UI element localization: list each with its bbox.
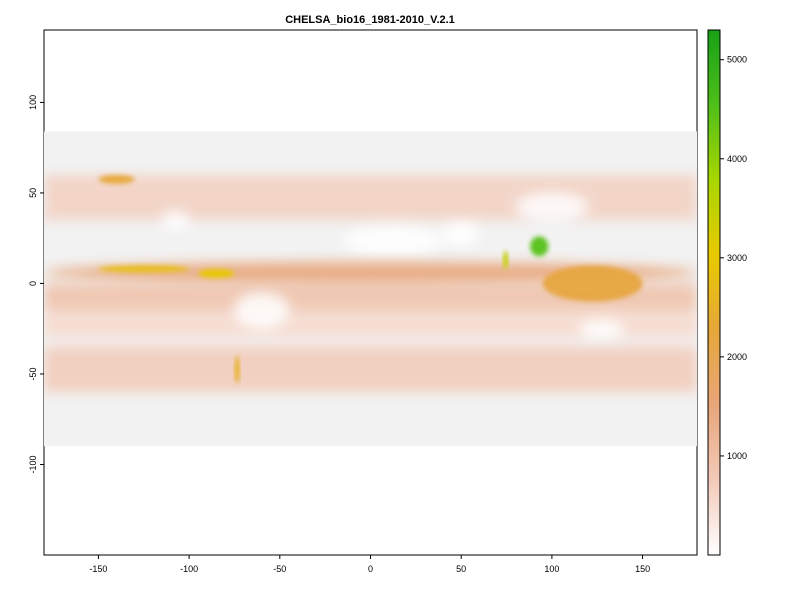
x-tick-label: 0 xyxy=(368,564,373,574)
x-tick-label: 50 xyxy=(456,564,466,574)
y-tick-label: -50 xyxy=(28,367,38,380)
east-pacific-itcz-max xyxy=(98,265,190,273)
itcz-band xyxy=(44,261,697,284)
x-tick-label: -150 xyxy=(89,564,107,574)
y-tick-label: 0 xyxy=(28,281,38,286)
dry-region xyxy=(234,292,289,329)
southern-chile xyxy=(234,355,240,384)
y-tick-label: 100 xyxy=(28,95,38,110)
colorbar-legend: 1000 2000 3000 4000 5000 xyxy=(707,29,747,556)
legend-tick-label: 1000 xyxy=(727,451,747,461)
dry-region xyxy=(161,211,190,230)
x-tick-label: -50 xyxy=(273,564,286,574)
dry-region xyxy=(343,225,444,257)
y-axis: -100 -50 0 50 100 xyxy=(28,95,44,473)
x-tick-label: 100 xyxy=(544,564,559,574)
western-ghats xyxy=(502,250,509,269)
colorbar xyxy=(707,29,721,556)
legend-tick-label: 5000 xyxy=(727,55,747,65)
panama-colombia-max xyxy=(198,268,235,279)
x-tick-label: 150 xyxy=(635,564,650,574)
dry-region xyxy=(515,192,589,221)
legend-tick-label: 2000 xyxy=(727,352,747,362)
raster-layer xyxy=(44,131,697,447)
x-tick-label: -100 xyxy=(180,564,198,574)
x-axis: -150 -100 -50 0 50 100 150 xyxy=(89,555,650,574)
legend-tick-label: 4000 xyxy=(727,154,747,164)
maritime-continent xyxy=(542,265,643,302)
bay-of-bengal-myanmar xyxy=(530,236,549,257)
legend-tick-label: 3000 xyxy=(727,253,747,263)
precip-zone xyxy=(44,346,697,393)
y-tick-label: -100 xyxy=(28,455,38,473)
dry-region xyxy=(443,220,480,248)
precip-zone xyxy=(44,174,697,221)
alaska-coast xyxy=(98,174,135,184)
y-tick-label: 50 xyxy=(28,188,38,198)
dry-region xyxy=(579,319,625,338)
plot-title: CHELSA_bio16_1981-2010_V.2.1 xyxy=(285,14,455,26)
